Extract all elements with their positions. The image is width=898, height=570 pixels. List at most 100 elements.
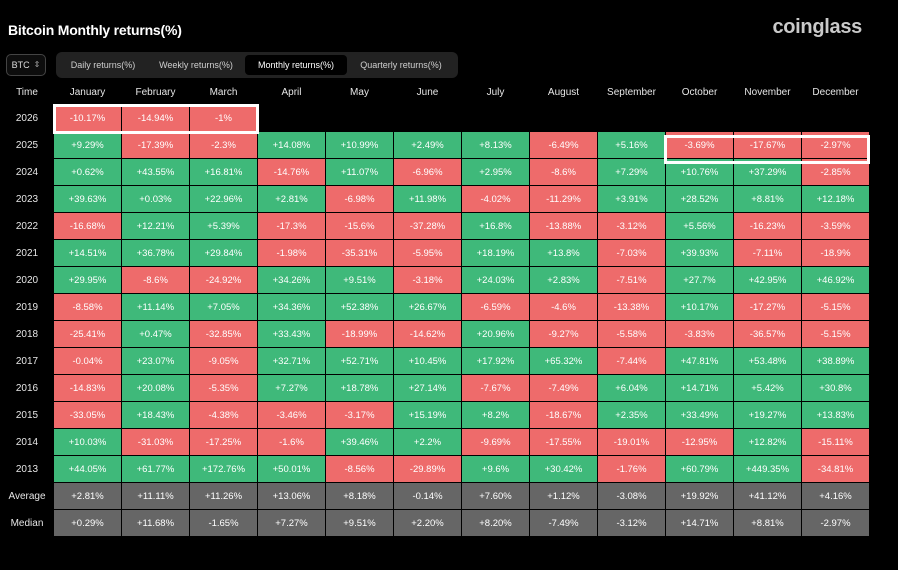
return-cell: +34.26%	[258, 267, 325, 293]
return-cell: -16.68%	[54, 213, 121, 239]
return-cell: +0.47%	[122, 321, 189, 347]
table-row: 2026 -10.17% -14.94% -1%	[0, 105, 898, 131]
table-row: 2016 -14.83% +20.08% -5.35% +7.27% +18.78% +27…	[0, 375, 898, 401]
header-month: March	[209, 87, 238, 98]
header-month: October	[681, 87, 718, 98]
return-cell: -5.35%	[190, 375, 257, 401]
return-cell: -29.89%	[394, 456, 461, 482]
stat-cell: +1.12%	[530, 483, 597, 509]
return-cell: +2.2%	[394, 429, 461, 455]
return-cell: -5.95%	[394, 240, 461, 266]
return-cell: +172.76%	[190, 456, 257, 482]
return-cell	[394, 105, 461, 131]
return-cell: -14.94%	[122, 105, 189, 131]
tab-quarterly-returns[interactable]: Quarterly returns(%)	[360, 60, 442, 70]
stat-cell: +11.11%	[122, 483, 189, 509]
return-cell: +18.43%	[122, 402, 189, 428]
return-cell: -6.59%	[462, 294, 529, 320]
return-cell: +11.07%	[326, 159, 393, 185]
table-row: 2013 +44.05% +61.77% +172.76% +50.01% -8.56% -…	[0, 456, 898, 482]
asset-select-value: BTC	[11, 60, 30, 70]
header-month: February	[135, 87, 176, 98]
asset-select[interactable]: BTC ⇕	[6, 54, 46, 76]
header-month: July	[486, 87, 505, 98]
stat-cell: -1.65%	[190, 510, 257, 536]
header-month: May	[350, 87, 369, 98]
return-cell: +30.42%	[530, 456, 597, 482]
return-cell: +19.27%	[734, 402, 801, 428]
table-row: 2025 +9.29% -17.39% -2.3% +14.08% +10.99% +2.4…	[0, 132, 898, 158]
return-cell: -8.6%	[530, 159, 597, 185]
stat-cell: +14.71%	[666, 510, 733, 536]
stat-cell: +8.81%	[734, 510, 801, 536]
return-cell: +52.71%	[326, 348, 393, 374]
return-cell: -7.51%	[598, 267, 665, 293]
return-cell: +29.95%	[54, 267, 121, 293]
table-row: 2022 -16.68% +12.21% +5.39% -17.3% -15.6% -37.…	[0, 213, 898, 239]
return-cell: -5.15%	[802, 294, 869, 320]
year-label: 2017	[15, 355, 39, 367]
tab-weekly-returns[interactable]: Weekly returns(%)	[159, 60, 233, 70]
return-cell: +34.36%	[258, 294, 325, 320]
table-body: 2026 -10.17% -14.94% -1% 2025 +9.29% -17.39% -2…	[0, 105, 898, 536]
return-cell: -31.03%	[122, 429, 189, 455]
return-cell: -15.6%	[326, 213, 393, 239]
year-label: 2013	[15, 463, 39, 475]
stat-cell: -3.12%	[598, 510, 665, 536]
return-cell: -7.03%	[598, 240, 665, 266]
return-cell: -9.27%	[530, 321, 597, 347]
return-cell: +28.52%	[666, 186, 733, 212]
return-cell: +0.62%	[54, 159, 121, 185]
return-cell: +9.51%	[326, 267, 393, 293]
header-month: September	[607, 87, 656, 98]
year-label: 2014	[15, 436, 39, 448]
return-cell: -1%	[190, 105, 257, 131]
stat-cell: +8.20%	[462, 510, 529, 536]
return-cell: +5.56%	[666, 213, 733, 239]
return-cell: -14.76%	[258, 159, 325, 185]
return-cell: -3.59%	[802, 213, 869, 239]
return-cell: +13.8%	[530, 240, 597, 266]
tab-monthly-returns[interactable]: Monthly returns(%)	[245, 55, 347, 75]
return-cell: -6.96%	[394, 159, 461, 185]
return-cell: +23.07%	[122, 348, 189, 374]
stat-cell: +4.16%	[802, 483, 869, 509]
return-cell: +17.92%	[462, 348, 529, 374]
return-cell: -9.05%	[190, 348, 257, 374]
return-cell	[462, 105, 529, 131]
return-cell: +9.6%	[462, 456, 529, 482]
return-cell: +5.39%	[190, 213, 257, 239]
stat-cell: +41.12%	[734, 483, 801, 509]
return-cell: +15.19%	[394, 402, 461, 428]
return-cell: -6.49%	[530, 132, 597, 158]
year-label: 2020	[15, 274, 39, 286]
header-month: August	[547, 87, 580, 98]
table-row: 2023 +39.63% +0.03% +22.96% +2.81% -6.98% +11.…	[0, 186, 898, 212]
return-cell: -17.25%	[190, 429, 257, 455]
stat-label: Median	[10, 517, 44, 529]
return-cell: +12.21%	[122, 213, 189, 239]
return-cell: -12.95%	[666, 429, 733, 455]
return-cell	[326, 105, 393, 131]
return-cell: +7.29%	[598, 159, 665, 185]
return-cell	[734, 105, 801, 131]
return-cell: +27.14%	[394, 375, 461, 401]
return-cell: +14.51%	[54, 240, 121, 266]
return-cell: +32.71%	[258, 348, 325, 374]
return-cell: -13.38%	[598, 294, 665, 320]
return-cell: -10.17%	[54, 105, 121, 131]
return-cell: +26.67%	[394, 294, 461, 320]
returns-tabs: Daily returns(%) Weekly returns(%) Month…	[56, 52, 458, 78]
return-cell: +6.04%	[598, 375, 665, 401]
return-cell: +7.05%	[190, 294, 257, 320]
return-cell: +44.05%	[54, 456, 121, 482]
return-cell	[598, 105, 665, 131]
return-cell: -11.29%	[530, 186, 597, 212]
stat-cell: +8.18%	[326, 483, 393, 509]
return-cell: -17.3%	[258, 213, 325, 239]
tab-daily-returns[interactable]: Daily returns(%)	[70, 60, 136, 70]
return-cell: -3.18%	[394, 267, 461, 293]
return-cell: +27.7%	[666, 267, 733, 293]
table-row: 2024 +0.62% +43.55% +16.81% -14.76% +11.07% -6…	[0, 159, 898, 185]
return-cell: -17.39%	[122, 132, 189, 158]
